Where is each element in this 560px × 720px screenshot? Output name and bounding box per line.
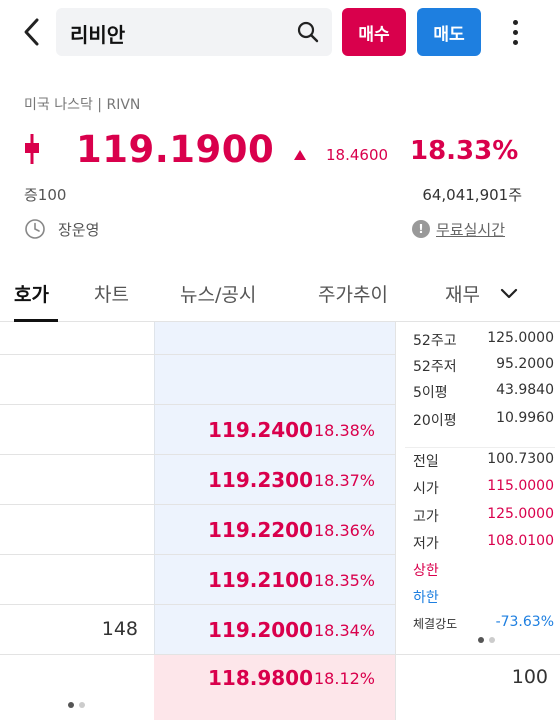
ask-price[interactable]: 119.2300 (208, 468, 314, 492)
ask-price[interactable]: 119.2100 (208, 568, 314, 592)
sell-button[interactable]: 매도 (417, 8, 481, 56)
row-divider (0, 354, 395, 355)
row-divider (0, 554, 395, 555)
stat-value: 43.9840 (496, 382, 554, 398)
stat-label: 20이평 (413, 413, 457, 429)
row-divider (0, 504, 395, 505)
more-menu-icon[interactable] (500, 12, 530, 52)
stat-value: 125.0000 (487, 330, 554, 346)
buy-button[interactable]: 매수 (342, 8, 406, 56)
price-column (154, 322, 395, 720)
ask-price[interactable]: 119.2200 (208, 518, 314, 542)
stat-label: 52주고 (413, 333, 457, 349)
ask-percent: 18.37% (314, 471, 376, 490)
realtime-link[interactable]: 무료실시간 (436, 221, 506, 239)
stat-label: 저가 (413, 536, 439, 552)
stats-panel (395, 322, 560, 720)
ask-price[interactable]: 119.2000 (208, 618, 314, 642)
ask-quantity-column (0, 322, 154, 720)
row-divider (0, 454, 395, 455)
back-icon[interactable] (14, 12, 50, 52)
tab-bar: 호가 차트 뉴스/공시 주가추이 재무 (0, 262, 560, 322)
ask-quantity: 148 (101, 618, 138, 640)
ask-price[interactable]: 119.2400 (208, 418, 314, 442)
candle-up-icon (25, 134, 39, 164)
row-divider (0, 654, 395, 655)
stat-label-upper-limit: 상한 (413, 563, 439, 579)
stats-divider (405, 447, 555, 448)
left-pager-dots[interactable] (68, 702, 85, 708)
tab-news[interactable]: 뉴스/공시 (180, 284, 257, 306)
stat-label: 시가 (413, 481, 439, 497)
bid-quantity: 100 (511, 666, 548, 688)
stat-label: 52주저 (413, 359, 457, 375)
chevron-down-icon[interactable] (498, 282, 520, 304)
stat-value: 108.0100 (487, 533, 554, 549)
ask-percent: 18.34% (314, 621, 376, 640)
stat-label: 5이평 (413, 385, 448, 401)
change-percent: 18.33% (410, 136, 519, 166)
search-value: 리비안 (70, 23, 126, 47)
stat-value: -73.63% (495, 614, 554, 630)
right-pager-dots[interactable] (478, 637, 495, 643)
up-triangle-icon (294, 150, 306, 160)
bid-percent: 18.12% (314, 669, 376, 688)
info-icon[interactable]: ! (412, 220, 430, 238)
stat-label: 고가 (413, 509, 439, 525)
top-bar: 리비안 매수 매도 (0, 0, 560, 64)
search-input[interactable]: 리비안 (56, 8, 332, 56)
tab-financials[interactable]: 재무 (445, 284, 480, 306)
bid-price-cell (154, 654, 395, 720)
bid-price[interactable]: 118.9800 (208, 666, 314, 690)
stat-value: 95.2000 (496, 356, 554, 372)
ask-percent: 18.36% (314, 521, 376, 540)
active-tab-indicator (14, 319, 58, 322)
stat-label-lower-limit: 하한 (413, 590, 439, 606)
market-session: 장운영 (58, 221, 100, 239)
row-divider (0, 604, 395, 605)
ask-percent: 18.38% (314, 421, 376, 440)
stat-value: 10.9960 (496, 410, 554, 426)
stat-value: 115.0000 (487, 478, 554, 494)
row-divider (395, 654, 560, 655)
market-ticker: 미국 나스닥 | RIVN (24, 97, 141, 113)
ask-percent: 18.35% (314, 571, 376, 590)
trade-volume: 64,041,901주 (422, 186, 522, 204)
tab-order-book[interactable]: 호가 (14, 284, 49, 306)
stat-label: 체결강도 (413, 617, 458, 631)
tab-chart[interactable]: 차트 (94, 284, 129, 306)
stat-label: 전일 (413, 454, 439, 470)
tab-price-trend[interactable]: 주가추이 (318, 284, 388, 306)
order-book: 119.2400 18.38% 119.2300 18.37% 119.2200… (0, 322, 560, 720)
margin-rate: 증100 (24, 186, 67, 204)
search-icon[interactable] (296, 20, 320, 44)
stat-value: 100.7300 (487, 451, 554, 467)
clock-icon (25, 219, 45, 239)
price-change: 18.4600 (326, 146, 389, 164)
row-divider (0, 404, 395, 405)
stat-value: 125.0000 (487, 506, 554, 522)
current-price: 119.1900 (76, 128, 275, 171)
